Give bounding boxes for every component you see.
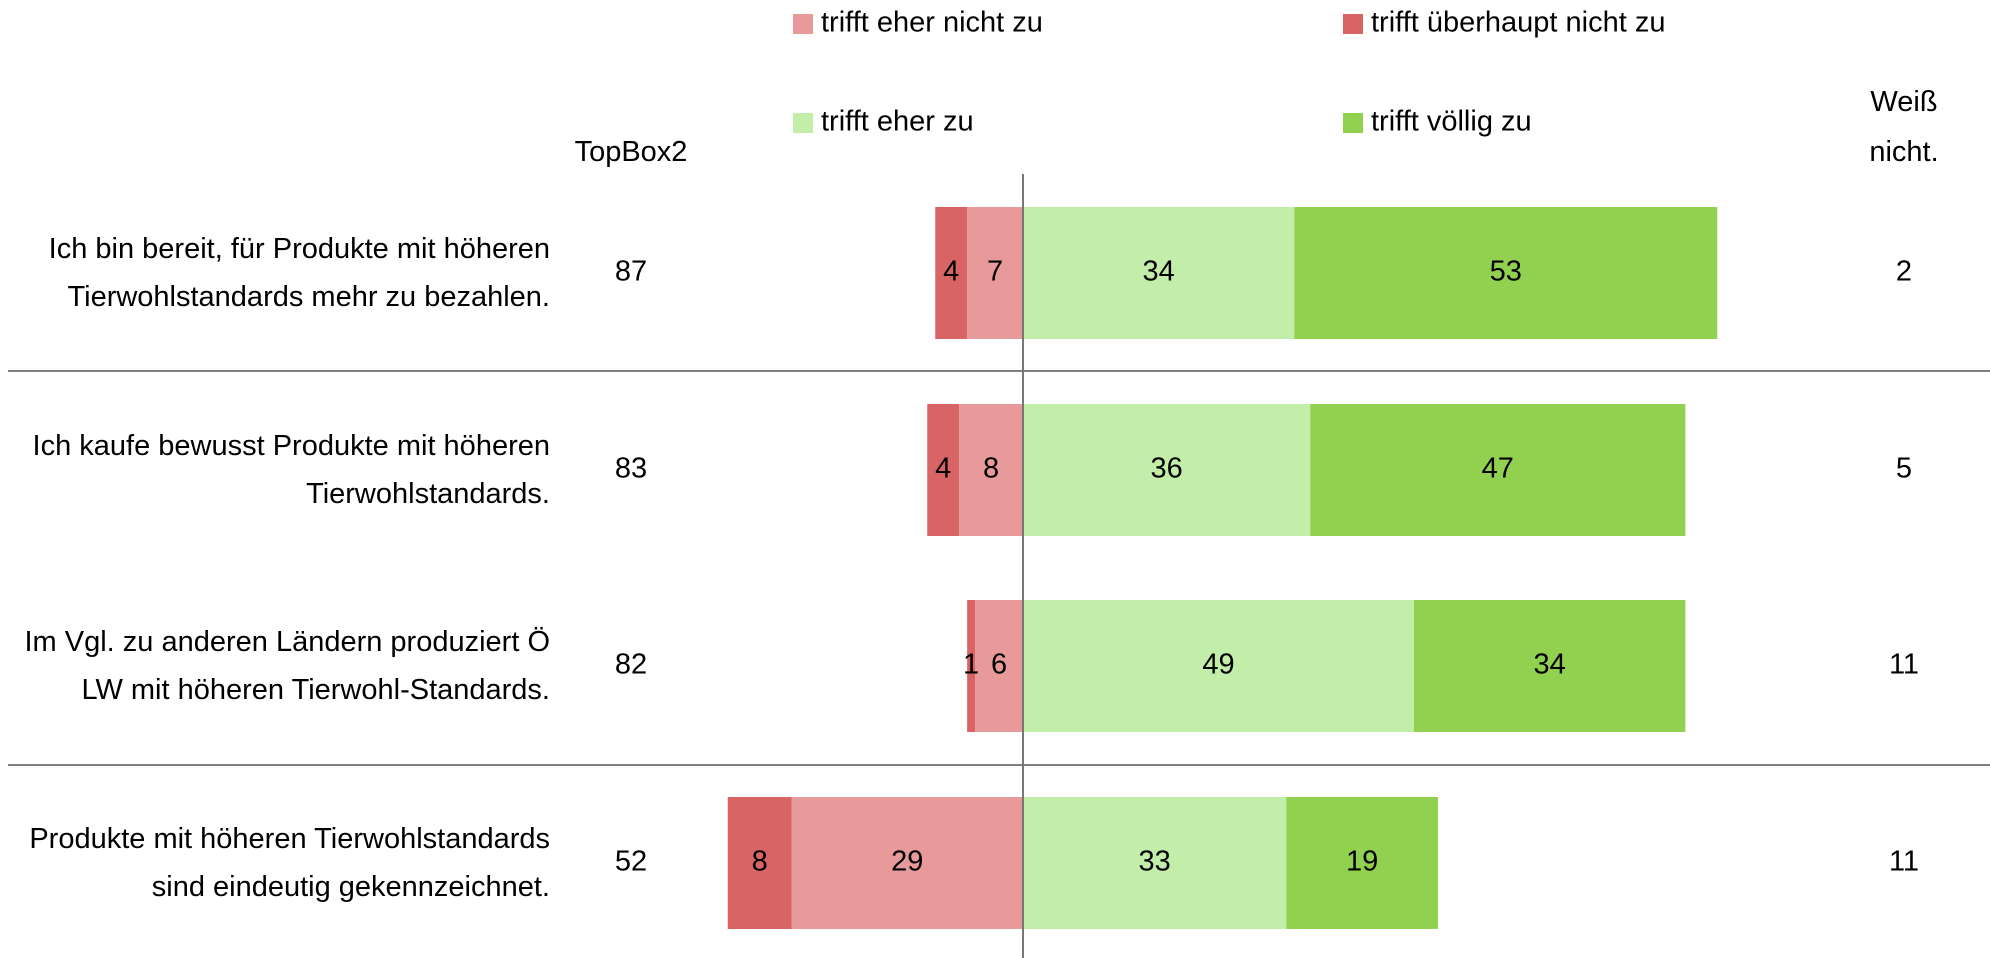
category-label-box: Produkte mit höheren Tierwohlstandards s… [29, 823, 550, 903]
data-label: 7 [987, 256, 1003, 288]
column-value: 11 [1889, 649, 1919, 681]
bar-segment [1023, 600, 1415, 732]
category-label: Ich kaufe bewusst Produkte mit höheren T… [32, 430, 550, 510]
data-label: 29 [891, 846, 923, 878]
column-value: 2 [1896, 256, 1912, 288]
data-label: 34 [1534, 649, 1566, 681]
bar-segment [927, 404, 960, 536]
data-label: 33 [1139, 846, 1171, 878]
category-label: Ich bin bereit, für Produkte mit höheren… [48, 233, 550, 313]
data-label: 34 [1143, 256, 1175, 288]
legend-swatch [1343, 14, 1363, 34]
category-label: Im Vgl. zu anderen Ländern produziert Ö … [24, 626, 550, 706]
category-label-box: Im Vgl. zu anderen Ländern produziert Ö … [24, 626, 550, 706]
data-label: 4 [935, 453, 951, 485]
data-label: 47 [1482, 453, 1514, 485]
column-header: TopBox2 [574, 136, 688, 168]
data-label: 8 [752, 846, 768, 878]
column-value: 87 [615, 256, 647, 288]
bar-segment [1414, 600, 1686, 732]
bar-segment [791, 797, 1023, 929]
legend-label: trifft überhaupt nicht zu [1371, 7, 1665, 39]
data-label: 49 [1202, 649, 1234, 681]
bar-segment [1023, 207, 1295, 339]
category-label-box: Ich bin bereit, für Produkte mit höheren… [48, 233, 550, 313]
category-label-box: Ich kaufe bewusst Produkte mit höheren T… [32, 430, 550, 510]
legend-swatch [1343, 113, 1363, 133]
bar-segment [727, 797, 792, 929]
bar-segment [1023, 797, 1287, 929]
category-label: Produkte mit höheren Tierwohlstandards s… [29, 823, 550, 903]
data-label: 8 [983, 453, 999, 485]
column-header: Weiß nicht. [1869, 86, 1939, 168]
column-value: 11 [1889, 846, 1919, 878]
data-label: 36 [1151, 453, 1183, 485]
bar-segment [935, 207, 968, 339]
column-value: 5 [1896, 453, 1912, 485]
bar-segment [975, 600, 1023, 732]
legend-label: trifft eher nicht zu [821, 7, 1043, 39]
bar-segment [1023, 404, 1311, 536]
legend-swatch [793, 113, 813, 133]
column-header-box: TopBox2 [574, 136, 688, 168]
bar-segment [959, 404, 1023, 536]
column-value: 83 [615, 453, 647, 485]
data-label: 1 [963, 649, 979, 681]
bar-segment [967, 600, 976, 732]
bar-segment [1310, 404, 1686, 536]
legend-label: trifft eher zu [821, 106, 974, 138]
data-label: 4 [943, 256, 959, 288]
column-header-box: Weiß nicht. [1869, 86, 1939, 168]
legend-swatch [793, 14, 813, 34]
bar-segment [967, 207, 1023, 339]
data-label: 19 [1346, 846, 1378, 878]
column-value: 82 [615, 649, 647, 681]
column-value: 52 [615, 846, 647, 878]
data-label: 6 [991, 649, 1007, 681]
legend-label: trifft völlig zu [1371, 106, 1532, 138]
bar-segment [1294, 207, 1718, 339]
data-label: 53 [1490, 256, 1522, 288]
bar-segment [1286, 797, 1438, 929]
